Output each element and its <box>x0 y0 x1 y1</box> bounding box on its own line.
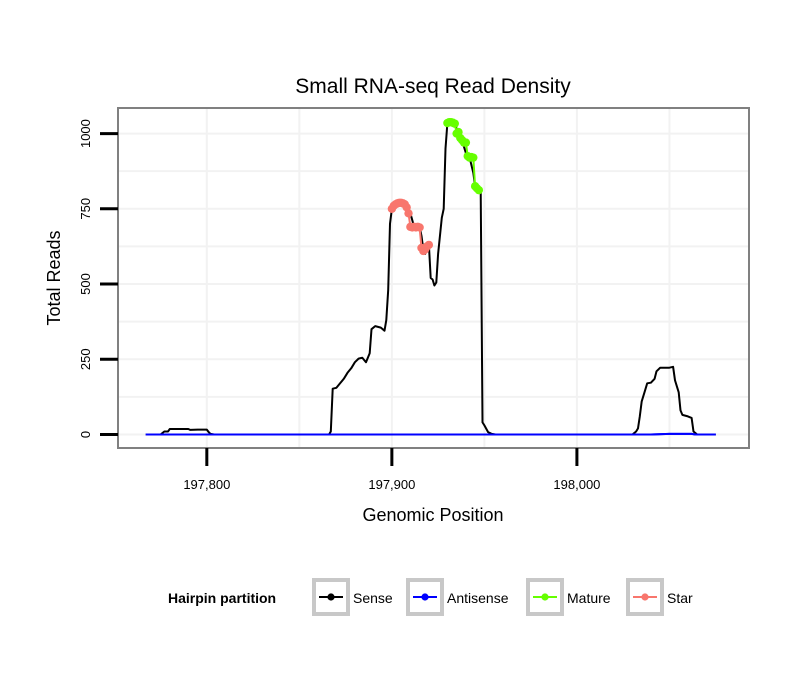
x-tick-label: 198,000 <box>553 477 600 492</box>
series-line-antisense-overlay <box>145 432 716 436</box>
data-point-star <box>415 223 424 232</box>
plot-panel-border <box>117 107 750 449</box>
series-line-sense <box>145 120 716 436</box>
y-tick-label: 500 <box>78 273 93 295</box>
legend-key-point-mature <box>541 593 549 601</box>
data-point-mature <box>450 119 459 128</box>
y-axis: 0 250 500 750 1000 <box>78 119 118 438</box>
legend-label-mature: Mature <box>567 590 611 606</box>
legend-label-sense: Sense <box>353 590 393 606</box>
legend-key-point-star <box>641 593 649 601</box>
data-point-star <box>424 240 434 250</box>
grid <box>118 108 749 448</box>
legend-label-star: Star <box>667 590 693 606</box>
x-axis: 197,800 197,900 198,000 <box>183 448 600 492</box>
y-tick-label: 250 <box>78 348 93 370</box>
x-tick-label: 197,800 <box>183 477 230 492</box>
legend-key-point-antisense <box>421 593 429 601</box>
data-point-mature <box>474 185 484 195</box>
x-tick-label: 197,900 <box>368 477 415 492</box>
y-tick-label: 0 <box>78 431 93 438</box>
series-layer <box>145 117 716 436</box>
data-point-mature <box>469 153 478 162</box>
legend: Hairpin partition Sense Antisense Mature St… <box>168 578 693 616</box>
legend-label-antisense: Antisense <box>447 590 509 606</box>
y-tick-label: 1000 <box>78 119 93 148</box>
data-point-star <box>404 209 413 218</box>
legend-key-point-sense <box>327 593 335 601</box>
y-axis-label: Total Reads <box>44 230 64 325</box>
x-axis-label: Genomic Position <box>362 505 503 525</box>
legend-title: Hairpin partition <box>168 590 276 606</box>
chart-title: Small RNA-seq Read Density <box>295 75 571 98</box>
data-point-mature <box>461 138 471 147</box>
y-tick-label: 750 <box>78 198 93 220</box>
